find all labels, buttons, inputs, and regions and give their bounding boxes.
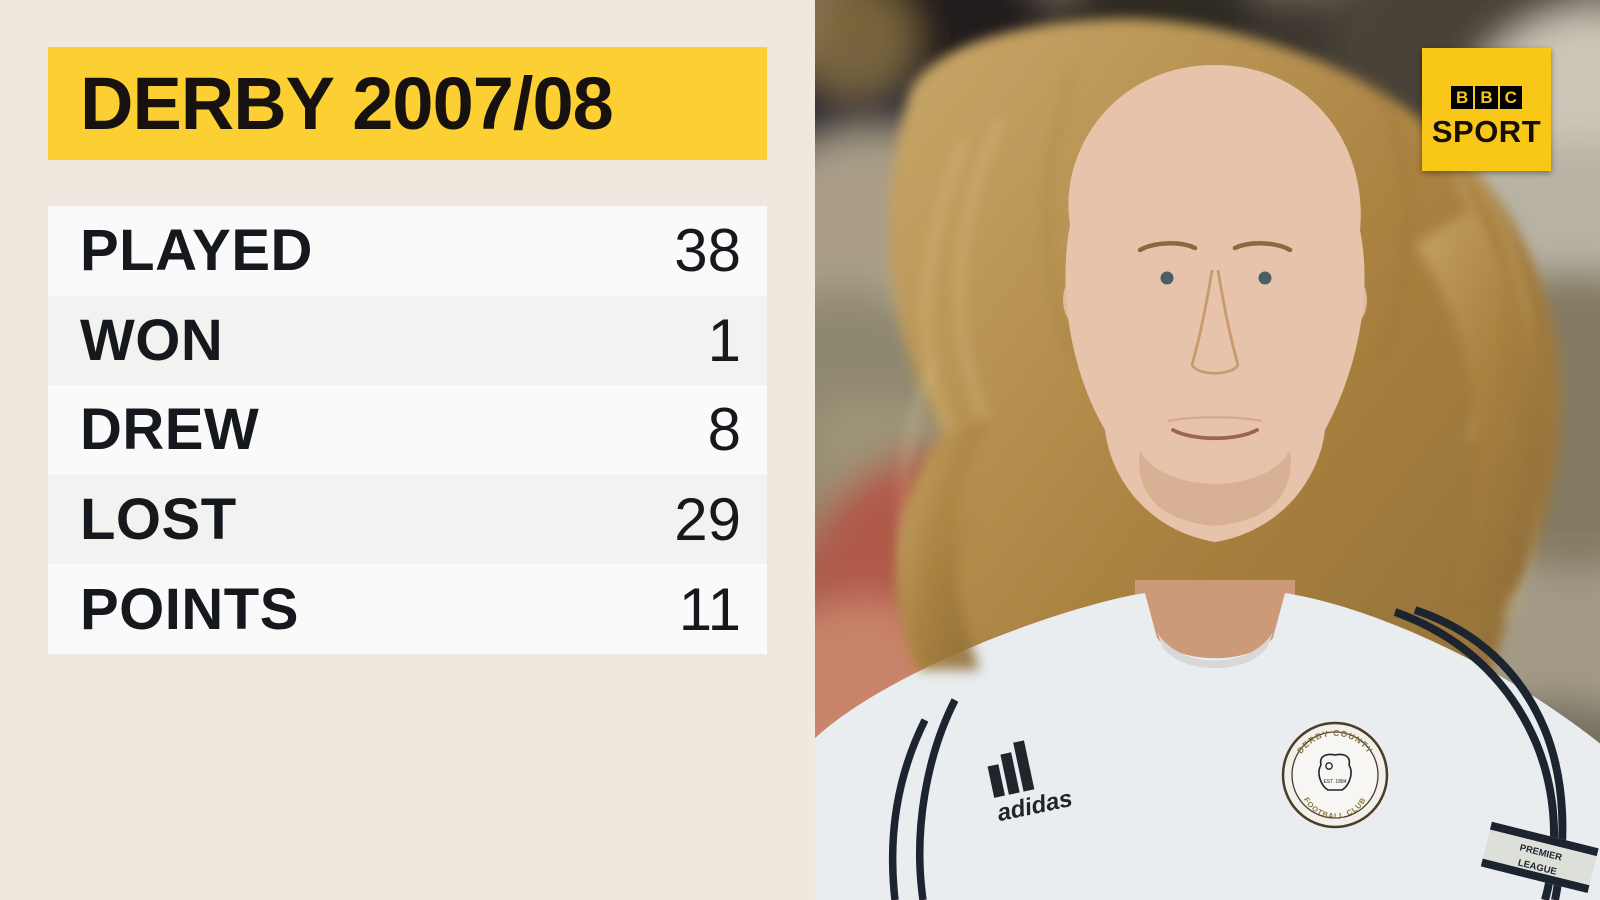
svg-text:EST. 1884: EST. 1884: [1323, 779, 1346, 785]
